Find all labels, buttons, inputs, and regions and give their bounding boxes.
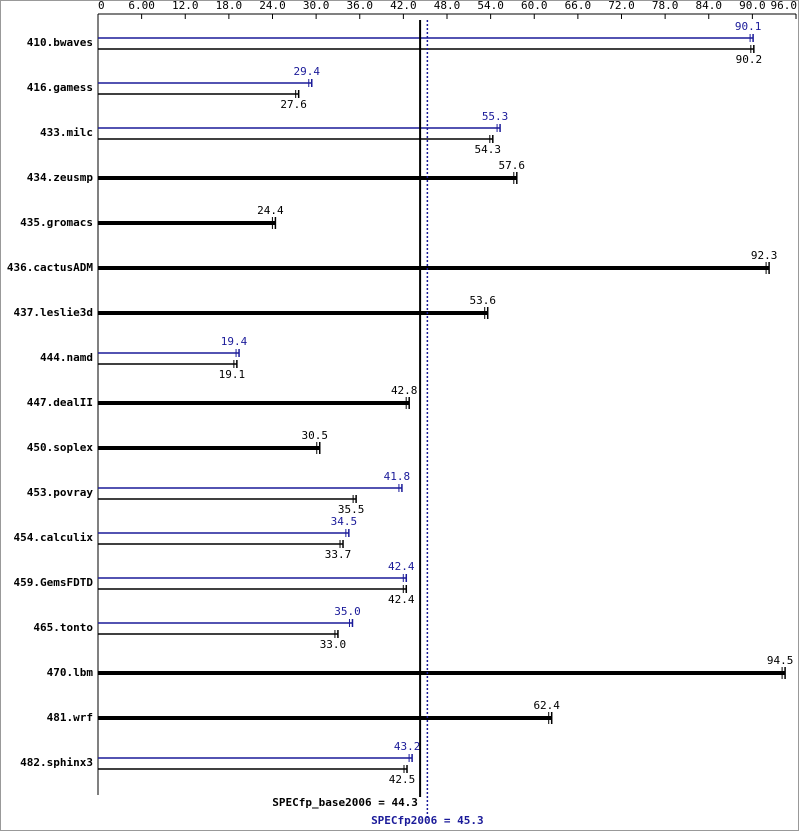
x-tick-label: 0 [98, 0, 105, 12]
x-tick-label: 90.0 [739, 0, 766, 12]
value-label: 34.5 [331, 515, 358, 528]
category-label: 436.cactusADM [7, 261, 93, 274]
category-label: 470.lbm [47, 666, 94, 679]
x-tick-label: 24.0 [259, 0, 286, 12]
x-tick-label: 72.0 [608, 0, 635, 12]
value-label: 90.1 [735, 20, 762, 33]
value-label: 29.4 [294, 65, 321, 78]
value-label: 19.4 [221, 335, 248, 348]
x-tick-label: 6.00 [128, 0, 155, 12]
value-label: 41.8 [384, 470, 411, 483]
value-label: 55.3 [482, 110, 509, 123]
category-label: 481.wrf [47, 711, 93, 724]
x-tick-label: 18.0 [216, 0, 243, 12]
x-tick-label: 30.0 [303, 0, 330, 12]
x-tick-label: 54.0 [477, 0, 504, 12]
value-label: 33.7 [325, 548, 352, 561]
category-label: 482.sphinx3 [20, 756, 93, 769]
x-tick-label: 96.0 [771, 0, 798, 12]
value-label: 24.4 [257, 204, 284, 217]
value-label: 42.4 [388, 593, 415, 606]
value-label: 94.5 [767, 654, 794, 667]
category-label: 465.tonto [33, 621, 93, 634]
x-tick-label: 42.0 [390, 0, 417, 12]
category-label: 410.bwaves [27, 36, 93, 49]
category-label: 453.povray [27, 486, 94, 499]
mean-label: SPECfp_base2006 = 44.3 [272, 796, 418, 809]
value-label: 92.3 [751, 249, 778, 262]
value-label: 33.0 [320, 638, 347, 651]
value-label: 27.6 [280, 98, 307, 111]
value-label: 62.4 [533, 699, 560, 712]
value-label: 19.1 [219, 368, 246, 381]
x-tick-label: 60.0 [521, 0, 548, 12]
x-tick-label: 48.0 [434, 0, 461, 12]
category-label: 416.gamess [27, 81, 93, 94]
category-label: 459.GemsFDTD [14, 576, 94, 589]
value-label: 43.2 [394, 740, 421, 753]
value-label: 57.6 [499, 159, 526, 172]
category-label: 437.leslie3d [14, 306, 93, 319]
category-label: 444.namd [40, 351, 93, 364]
value-label: 53.6 [469, 294, 496, 307]
x-tick-label: 84.0 [696, 0, 723, 12]
x-tick-label: 36.0 [347, 0, 374, 12]
x-tick-label: 66.0 [565, 0, 592, 12]
category-label: 454.calculix [14, 531, 94, 544]
value-label: 35.0 [334, 605, 361, 618]
value-label: 42.8 [391, 384, 418, 397]
value-label: 42.5 [389, 773, 416, 786]
category-label: 433.milc [40, 126, 93, 139]
value-label: 54.3 [475, 143, 502, 156]
category-label: 450.soplex [27, 441, 94, 454]
category-label: 435.gromacs [20, 216, 93, 229]
category-label: 447.dealII [27, 396, 93, 409]
x-tick-label: 78.0 [652, 0, 679, 12]
value-label: 30.5 [302, 429, 329, 442]
value-label: 42.4 [388, 560, 415, 573]
x-tick-label: 12.0 [172, 0, 199, 12]
value-label: 90.2 [736, 53, 763, 66]
value-label: 35.5 [338, 503, 365, 516]
category-label: 434.zeusmp [27, 171, 94, 184]
mean-label: SPECfp2006 = 45.3 [371, 814, 484, 827]
